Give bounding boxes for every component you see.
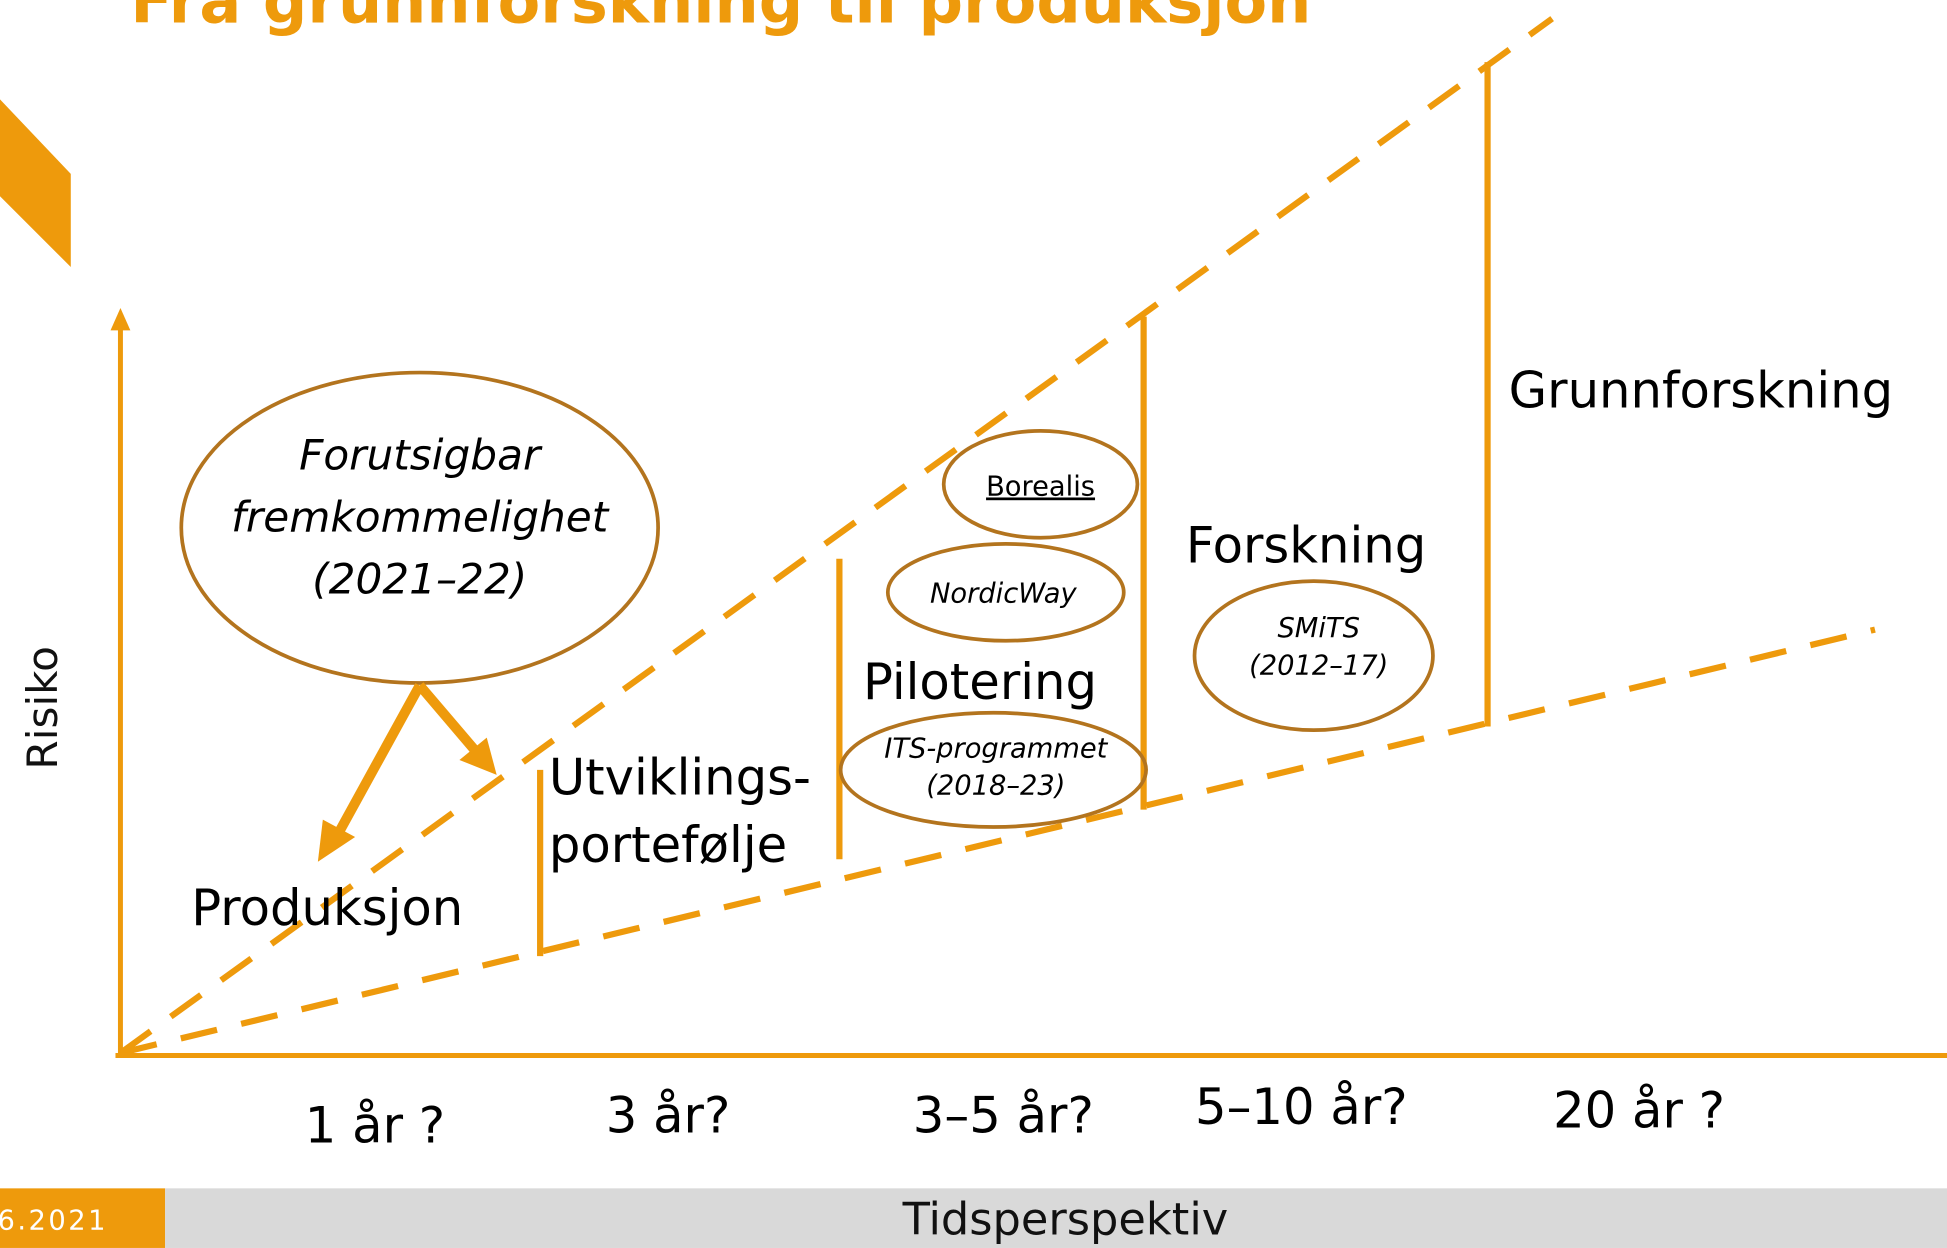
project-label: SMiTS xyxy=(1277,613,1359,644)
stage-label: Forskning xyxy=(1186,517,1426,575)
project-label: fremkommelighet xyxy=(231,492,610,541)
x-axis-label: Tidsperspektiv xyxy=(902,1193,1229,1245)
footer-bar xyxy=(165,1188,1947,1248)
project-label: ITS-programmet xyxy=(884,733,1108,764)
stage-dividers xyxy=(537,62,1491,957)
arrow xyxy=(415,682,481,756)
arrows xyxy=(333,682,481,837)
time-label: 3–5 år? xyxy=(913,1086,1094,1144)
project-label: (2012–17) xyxy=(1249,650,1388,681)
ellipse xyxy=(1192,579,1435,733)
y-axis-label: Risiko xyxy=(18,646,67,770)
time-label: 3 år? xyxy=(606,1086,731,1144)
stage-label: Utviklings- xyxy=(549,749,811,807)
footer-date: 6.2021 xyxy=(0,1205,108,1236)
time-label: 1 år ? xyxy=(305,1096,445,1154)
stage-label: Produksjon xyxy=(191,879,463,937)
arrow xyxy=(333,683,425,837)
time-label: 20 år ? xyxy=(1553,1082,1725,1140)
upper-dashed-line xyxy=(118,16,1554,1056)
arrow-head xyxy=(459,737,497,775)
ellipse xyxy=(885,542,1126,643)
arrow-head xyxy=(317,819,356,862)
project-label: NordicWay xyxy=(930,578,1077,609)
corner-shape xyxy=(0,99,71,268)
stage-label: portefølje xyxy=(549,816,787,874)
ellipse xyxy=(838,710,1148,829)
y-arrow xyxy=(110,307,131,331)
time-label: 5–10 år? xyxy=(1195,1078,1408,1136)
title: Fra grunnforskning til produksjon xyxy=(130,0,1311,37)
project-label: (2018–23) xyxy=(926,771,1065,802)
stage-label: Pilotering xyxy=(863,653,1097,711)
project-label: (2021–22) xyxy=(312,555,527,604)
project-label: Forutsigbar xyxy=(299,430,543,479)
lower-dashed-line xyxy=(119,626,1876,1057)
project-ellipses xyxy=(179,370,1435,829)
stage-label: Grunnforskning xyxy=(1509,361,1893,419)
ellipse xyxy=(941,429,1140,540)
footer-date-box xyxy=(0,1188,166,1248)
project-label: Borealis xyxy=(986,471,1095,502)
ellipse xyxy=(179,370,660,685)
